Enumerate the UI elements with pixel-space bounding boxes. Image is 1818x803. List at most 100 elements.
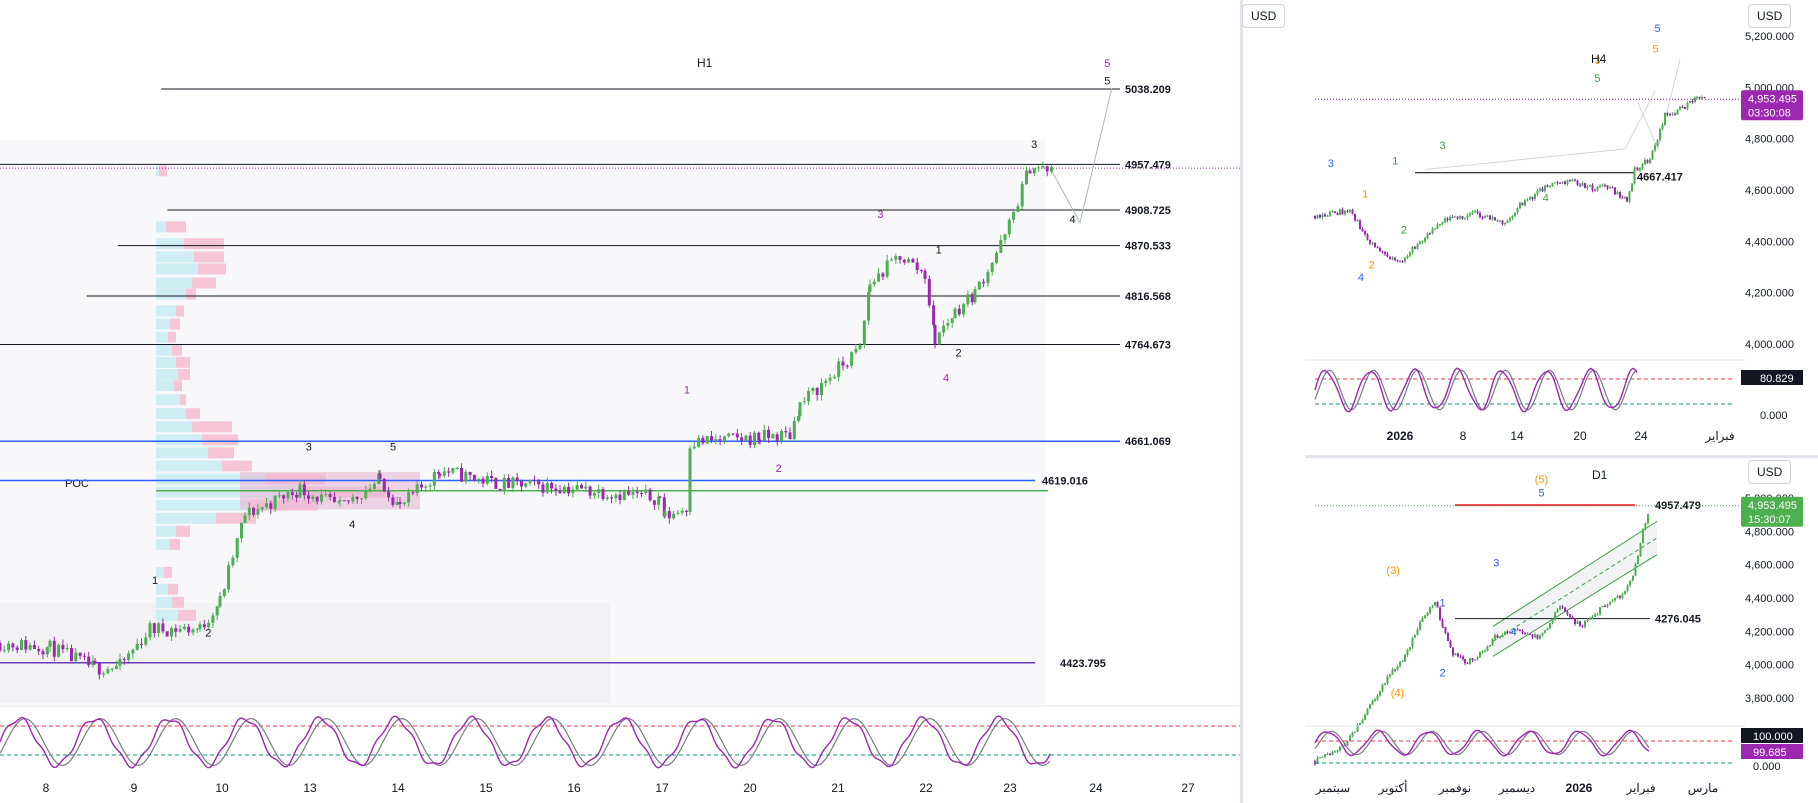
h4-candle bbox=[1439, 224, 1441, 226]
d1-candle bbox=[1404, 654, 1406, 662]
h1-currency-selector[interactable]: USD bbox=[1242, 4, 1286, 28]
d1-candle bbox=[1554, 612, 1556, 620]
h1-chart-svg[interactable]: POC 5038.2094957.4794908.7254870.5334816… bbox=[0, 0, 1240, 803]
h4-candle bbox=[1674, 113, 1676, 115]
d1-candle bbox=[1559, 606, 1561, 610]
profile-bar-up bbox=[156, 538, 170, 550]
h4-candle bbox=[1521, 202, 1524, 206]
h4-candle bbox=[1534, 194, 1536, 199]
h1-chart-panel[interactable]: POC 5038.209 4957.479 4908.725 4870.533 4816… bbox=[0, 0, 1240, 803]
h1-candle bbox=[907, 259, 911, 263]
h4-time-axis[interactable]: 2026 8 14 20 24 فبراير bbox=[1387, 429, 1735, 443]
d1-candle bbox=[1381, 684, 1384, 692]
d1-candle bbox=[1476, 657, 1479, 660]
h4-candle bbox=[1431, 228, 1434, 234]
d1-currency-selector[interactable]: USD bbox=[1748, 460, 1792, 484]
h4-price-tag bbox=[1741, 90, 1803, 121]
h1-candle bbox=[845, 365, 849, 367]
h1-candle bbox=[468, 471, 472, 475]
h1-candle bbox=[477, 478, 481, 480]
h1-candle bbox=[378, 473, 382, 479]
h4-candle bbox=[1381, 251, 1384, 253]
h1-candle bbox=[52, 640, 56, 657]
h4-candle bbox=[1454, 216, 1456, 218]
profile-bar-down bbox=[176, 525, 190, 537]
d1-candle bbox=[1409, 647, 1411, 650]
h4-candle bbox=[1686, 102, 1689, 109]
h4-candle bbox=[1314, 215, 1316, 219]
profile-bar-up bbox=[156, 460, 222, 472]
h4-candle bbox=[1679, 106, 1681, 110]
price-tick: 4,200.000 bbox=[1745, 288, 1794, 300]
h1-candle bbox=[841, 361, 845, 366]
h4-candle bbox=[1646, 159, 1649, 163]
d1-candle bbox=[1506, 631, 1509, 633]
h1-candle bbox=[1028, 170, 1032, 174]
h1-candle bbox=[45, 647, 49, 655]
h4-candle bbox=[1449, 216, 1451, 221]
d1-candle bbox=[1591, 616, 1594, 618]
h1-candle bbox=[387, 491, 391, 498]
h1-time-axis[interactable]: 8 9 10 13 14 15 16 17 20 21 22 23 24 27 bbox=[43, 781, 1195, 795]
h4-candle bbox=[1349, 209, 1351, 212]
h1-candle bbox=[391, 497, 395, 505]
d1-candle bbox=[1639, 543, 1642, 557]
h1-candle bbox=[740, 437, 744, 441]
h4-candle bbox=[1564, 181, 1566, 185]
d1-candle bbox=[1626, 585, 1629, 592]
h4-candle bbox=[1389, 256, 1391, 260]
price-tick: 4,600.000 bbox=[1745, 560, 1794, 572]
h1-candle bbox=[451, 468, 455, 473]
h4-candle bbox=[1324, 214, 1326, 217]
h1-candle bbox=[722, 436, 726, 441]
h4-candle bbox=[1366, 234, 1369, 240]
h1-candle bbox=[424, 486, 428, 488]
h4-stoch-tag bbox=[1741, 370, 1803, 385]
h1-candle bbox=[942, 325, 946, 333]
d1-price-axis[interactable]: 5,000.0004,800.0004,600.0004,400.0004,20… bbox=[1741, 493, 1803, 705]
time-tick: 2026 bbox=[1387, 429, 1414, 443]
time-tick: 24 bbox=[1089, 781, 1103, 795]
h4-candle bbox=[1316, 215, 1319, 219]
d1-candle bbox=[1599, 607, 1601, 615]
profile-bar-down bbox=[170, 538, 180, 550]
h4-candle bbox=[1336, 212, 1339, 216]
wave-label: 4 bbox=[1070, 214, 1076, 226]
h1-candle bbox=[662, 497, 666, 517]
h1-candle bbox=[182, 626, 186, 630]
d1-time-axis[interactable]: سبتمبر أكتوبر نوفمبر ديسمبر 2026 فبراير مارس bbox=[1315, 780, 1719, 795]
h4-candles bbox=[1314, 95, 1706, 264]
h4-price-axis[interactable]: 5,200.0005,000.0004,800.0004,600.0004,40… bbox=[1741, 31, 1803, 351]
h1-candle bbox=[672, 513, 676, 519]
d1-candle bbox=[1589, 617, 1591, 620]
h4-candle bbox=[1394, 257, 1396, 261]
horizontal-divider[interactable] bbox=[1305, 455, 1818, 458]
h1-candle bbox=[485, 476, 489, 484]
profile-bar-down bbox=[180, 394, 186, 406]
h1-candle bbox=[676, 512, 680, 514]
vertical-divider[interactable] bbox=[1240, 0, 1243, 803]
d1-candle bbox=[1384, 683, 1386, 685]
h1-candle bbox=[631, 491, 635, 495]
wave-label: 5 bbox=[1104, 58, 1110, 70]
h4-candle bbox=[1636, 167, 1639, 171]
d1-stoch-d-line bbox=[1314, 730, 1650, 756]
h4-currency-selector[interactable]: USD bbox=[1748, 4, 1792, 28]
d1-candle bbox=[1416, 629, 1419, 635]
profile-bar-down bbox=[222, 460, 252, 472]
h1-candle bbox=[850, 352, 854, 366]
h1-candle bbox=[986, 271, 990, 284]
d1-candle bbox=[1447, 633, 1449, 642]
h1-candle bbox=[191, 629, 195, 633]
wave-label: 2 bbox=[776, 463, 782, 475]
h1-candle bbox=[1032, 168, 1036, 174]
h4-candle bbox=[1496, 220, 1499, 222]
h1-candle bbox=[748, 435, 752, 445]
h4-candle bbox=[1491, 217, 1494, 220]
time-tick: 8 bbox=[43, 781, 50, 795]
